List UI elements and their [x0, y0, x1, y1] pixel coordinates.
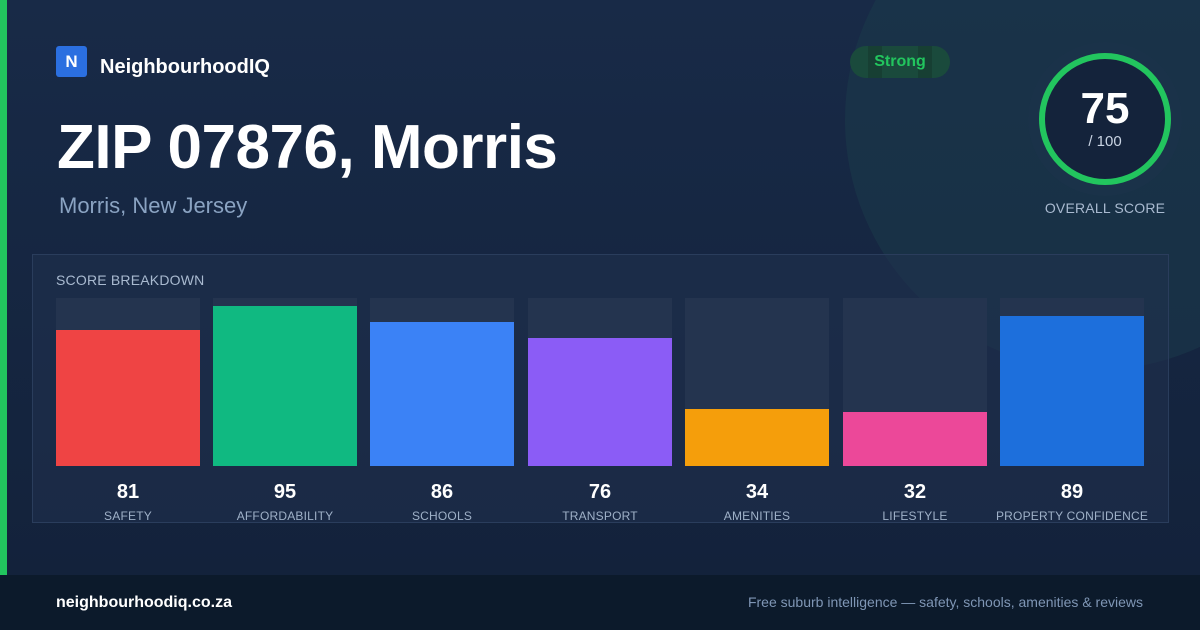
bar-track: [370, 298, 514, 466]
bar-column-lifestyle: 32 LIFESTYLE: [843, 298, 987, 524]
bar-fill-amenities: [685, 409, 829, 466]
score-ring-progress: [1039, 53, 1171, 185]
bar-track: [56, 298, 200, 466]
bar-track: [843, 298, 987, 466]
bar-label-schools: SCHOOLS: [411, 509, 473, 523]
bar-fill-property-confidence: [1000, 316, 1144, 466]
bar-value-property-confidence: 89: [1060, 481, 1084, 503]
bar-value-safety: 81: [116, 481, 140, 503]
logo-letter: N: [65, 51, 78, 71]
bar-label-lifestyle: LIFESTYLE: [882, 509, 948, 523]
bar-column-transport: 76 TRANSPORT: [528, 298, 672, 524]
status-badge-label: Strong: [874, 53, 926, 70]
bar-value-affordability: 95: [273, 481, 297, 503]
score-ring-center: [1042, 56, 1168, 182]
bar-column-schools: 86 SCHOOLS: [370, 298, 514, 524]
location-subtitle: Morris, New Jersey: [59, 193, 248, 218]
bar-label-safety: SAFETY: [104, 509, 152, 523]
bar-column-affordability: 95 AFFORDABILITY: [213, 298, 357, 524]
bar-track: [213, 298, 357, 466]
bar-fill-transport: [528, 338, 672, 466]
overall-score-max: / 100: [1088, 133, 1122, 150]
bar-fill-lifestyle: [843, 412, 987, 466]
bar-track: [1000, 298, 1144, 466]
bar-column-safety: 81 SAFETY: [56, 298, 200, 524]
logo-icon: N: [56, 46, 87, 77]
bar-track: [528, 298, 672, 466]
bar-value-schools: 86: [430, 481, 454, 503]
bar-label-affordability: AFFORDABILITY: [236, 509, 334, 523]
footer-tagline: Free suburb intelligence — safety, schoo…: [747, 594, 1143, 610]
page-title: ZIP 07876, Morris: [57, 113, 558, 182]
footer: [0, 575, 1200, 630]
bar-label-transport: TRANSPORT: [562, 509, 638, 523]
overall-score-label: OVERALL SCORE: [1044, 200, 1166, 216]
overall-score-ring: [1028, 42, 1182, 196]
bar-label-amenities: AMENITIES: [723, 509, 791, 523]
bar-column-amenities: 34 AMENITIES: [685, 298, 829, 524]
status-badge: Strong: [850, 46, 950, 78]
score-breakdown-title: SCORE BREAKDOWN: [56, 272, 205, 288]
bar-value-lifestyle: 32: [903, 481, 927, 503]
bar-fill-affordability: [213, 306, 357, 466]
brand-name: NeighbourhoodIQ: [100, 56, 270, 78]
footer-url-link[interactable]: neighbourhoodiq.co.za: [56, 594, 232, 611]
bar-label-property-confidence: PROPERTY CONFIDENCE: [995, 509, 1149, 523]
bar-fill-schools: [370, 322, 514, 466]
bar-value-amenities: 34: [745, 481, 769, 503]
bar-column-property-confidence: 89 PROPERTY CONFIDENCE: [996, 298, 1148, 524]
accent-bar: [0, 0, 7, 575]
bar-value-transport: 76: [588, 481, 612, 503]
overall-score-value: 75: [1080, 84, 1130, 133]
bar-track: [685, 298, 829, 466]
bar-fill-safety: [56, 330, 200, 466]
